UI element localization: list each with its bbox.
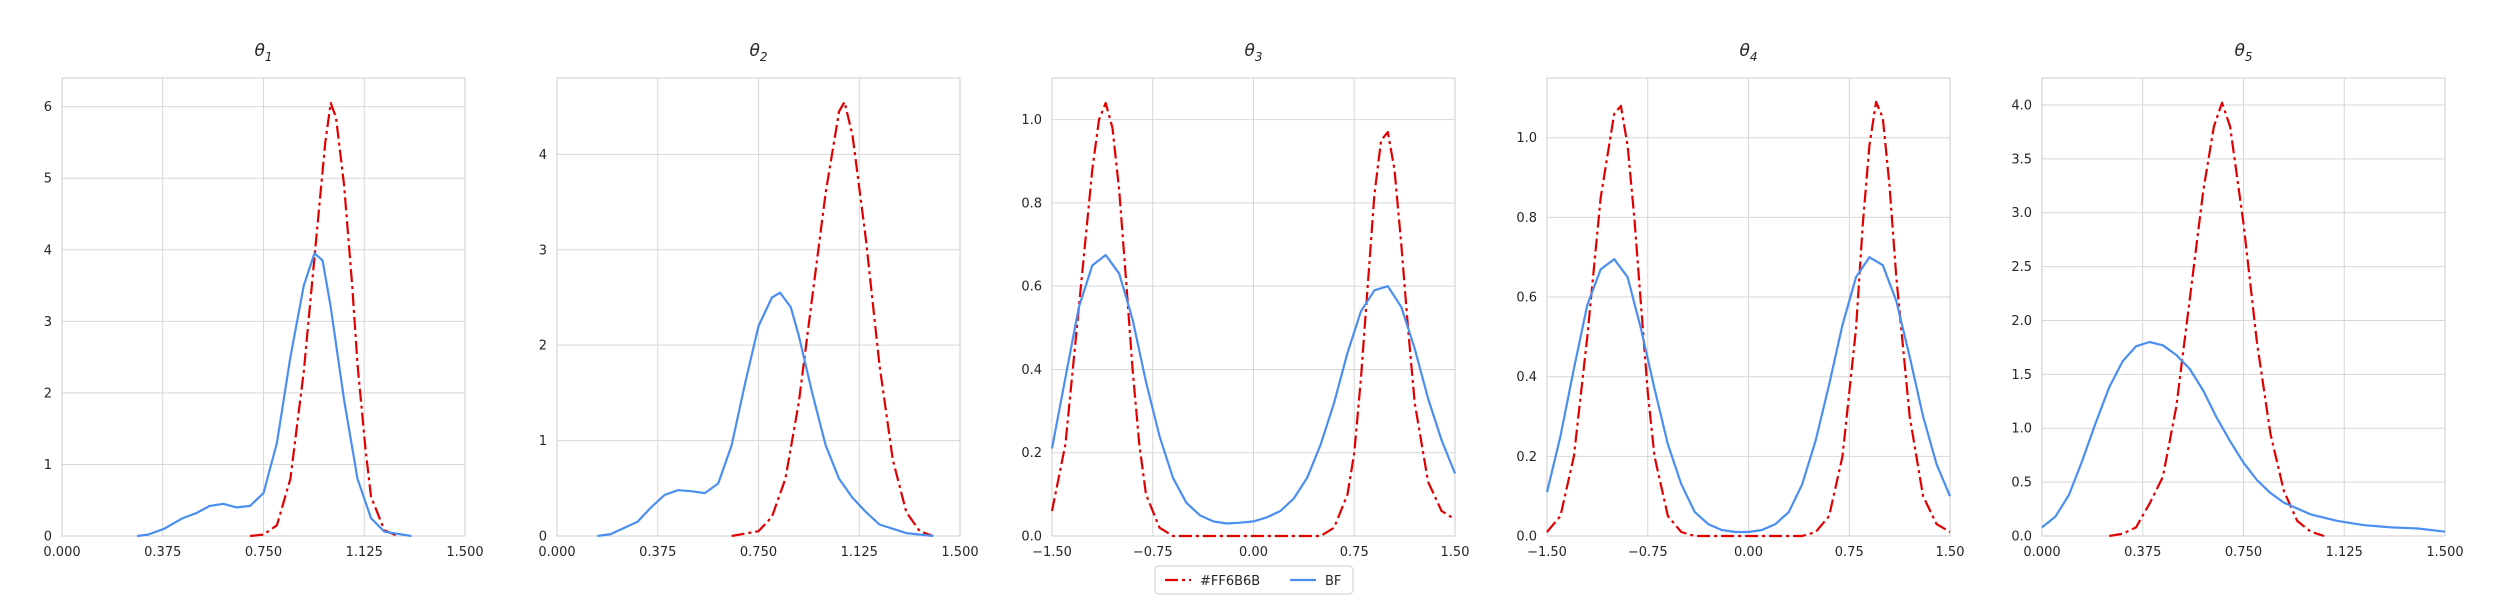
- y-tick-label: 1: [539, 434, 547, 449]
- axes-frame: [2041, 77, 2446, 537]
- x-tick-label: 0.75: [1835, 545, 1864, 560]
- y-tick-label: 1.5: [2011, 368, 2032, 383]
- panel-4: −1.50 −0.75 0.00 0.75 1.50 0.0 0.2 0.4 0.6 0.8 1.0…: [1516, 41, 1964, 560]
- y-tick-label: 0.6: [1516, 291, 1537, 306]
- y-tick-label: 5: [44, 172, 52, 187]
- y-tick-label: 0.4: [1516, 370, 1537, 385]
- y-tick-label: 4: [539, 148, 547, 163]
- y-tick-label: 0.0: [2011, 530, 2032, 545]
- axes-frame: [556, 77, 961, 537]
- panel-title-subscript: 5: [2245, 50, 2253, 64]
- x-tick-label: 1.125: [2326, 545, 2363, 560]
- y-tick-label: 4: [44, 243, 52, 258]
- panel-title-base: θ: [2234, 41, 2245, 61]
- y-tick-label: 4.0: [2011, 98, 2032, 113]
- y-tick-label: 6: [44, 100, 52, 115]
- y-tick-label: 0.2: [1021, 446, 1042, 461]
- series-line-ff6b6b: [1546, 100, 1951, 538]
- series-line-bf: [1545, 256, 1952, 534]
- y-tick-label: 0.0: [1021, 530, 1042, 545]
- panel-title-base: θ: [1739, 41, 1750, 61]
- x-tick-label: 1.125: [841, 545, 878, 560]
- x-tick-label: 0.375: [144, 545, 181, 560]
- series-line-ff6b6b: [731, 100, 934, 538]
- y-tick-label: 0.8: [1516, 211, 1537, 226]
- panel-title-base: θ: [1244, 41, 1255, 61]
- x-tick-label: 0.375: [639, 545, 676, 560]
- y-tick-label: 2: [539, 339, 547, 354]
- y-tick-label: 0.5: [2011, 476, 2032, 491]
- x-tick-label: 0.00: [1239, 545, 1268, 560]
- series-line-ff6b6b: [1050, 101, 1456, 538]
- x-tick-label: 1.500: [2426, 545, 2463, 560]
- y-tick-label: 3: [539, 243, 547, 258]
- panel-title: θ2: [749, 41, 767, 64]
- x-tick-label: 0.750: [245, 545, 282, 560]
- axes-frame: [61, 77, 466, 537]
- x-tick-label: −0.75: [1133, 545, 1173, 560]
- x-tick-label: −0.75: [1628, 545, 1668, 560]
- y-tick-label: 2: [44, 386, 52, 401]
- panel-title: θ1: [254, 41, 272, 64]
- series-line-ff6b6b: [2109, 101, 2325, 538]
- panel-title: θ3: [1244, 41, 1262, 64]
- series-line-bf: [137, 252, 412, 538]
- series-line-bf: [597, 291, 934, 538]
- x-tick-label: −1.50: [1032, 545, 1072, 560]
- y-tick-label: 0.2: [1516, 450, 1537, 465]
- x-tick-label: 0.000: [2023, 545, 2060, 560]
- x-tick-label: 1.500: [941, 545, 978, 560]
- x-tick-label: 0.00: [1734, 545, 1763, 560]
- y-tick-label: 0: [44, 530, 52, 545]
- y-tick-label: 0.6: [1021, 280, 1042, 295]
- y-tick-label: 2.0: [2011, 314, 2032, 329]
- x-tick-label: 0.000: [43, 545, 80, 560]
- x-tick-label: 0.750: [740, 545, 777, 560]
- panel-5: 0.000 0.375 0.750 1.125 1.500 0.0 0.5 1.0 1.5 2.0…: [2011, 41, 2463, 560]
- y-tick-label: 0.4: [1021, 363, 1042, 378]
- panel-title-subscript: 3: [1255, 50, 1263, 64]
- x-tick-label: 0.75: [1340, 545, 1369, 560]
- panel-title-subscript: 1: [265, 50, 273, 64]
- x-tick-label: −1.50: [1527, 545, 1567, 560]
- series-line-bf: [1050, 253, 1457, 525]
- legend-label: BF: [1325, 574, 1341, 589]
- series-line-ff6b6b: [249, 101, 399, 538]
- x-tick-label: 1.500: [446, 545, 483, 560]
- y-tick-label: 0: [539, 530, 547, 545]
- y-tick-label: 3: [44, 315, 52, 330]
- y-tick-label: 0.8: [1021, 196, 1042, 211]
- y-tick-label: 0.0: [1516, 530, 1537, 545]
- y-tick-label: 1.0: [2011, 422, 2032, 437]
- x-tick-label: 0.000: [538, 545, 575, 560]
- x-tick-label: 1.125: [346, 545, 383, 560]
- y-tick-label: 2.5: [2011, 260, 2032, 275]
- panel-title: θ4: [1739, 41, 1757, 64]
- panel-3: −1.50 −0.75 0.00 0.75 1.50 0.0 0.2 0.4 0.6 0.8 1.0…: [1021, 41, 1469, 560]
- y-tick-label: 1.0: [1516, 131, 1537, 146]
- panel-title: θ5: [2234, 41, 2252, 64]
- panel-title-subscript: 4: [1750, 50, 1758, 64]
- panel-title-subscript: 2: [760, 50, 768, 64]
- legend-label: #FF6B6B: [1200, 574, 1260, 589]
- y-tick-label: 1.0: [1021, 113, 1042, 128]
- y-tick-label: 1: [44, 458, 52, 473]
- series-line-bf: [2041, 340, 2446, 533]
- panel-title-base: θ: [254, 41, 265, 61]
- x-tick-label: 1.50: [1441, 545, 1470, 560]
- y-tick-label: 3.0: [2011, 206, 2032, 221]
- panel-title-base: θ: [749, 41, 760, 61]
- legend-box: [1154, 565, 1354, 595]
- x-tick-label: 0.750: [2225, 545, 2262, 560]
- x-tick-label: 1.50: [1936, 545, 1965, 560]
- legend: #FF6B6B BF: [1154, 565, 1354, 595]
- y-tick-label: 3.5: [2011, 152, 2032, 167]
- x-tick-label: 0.375: [2124, 545, 2161, 560]
